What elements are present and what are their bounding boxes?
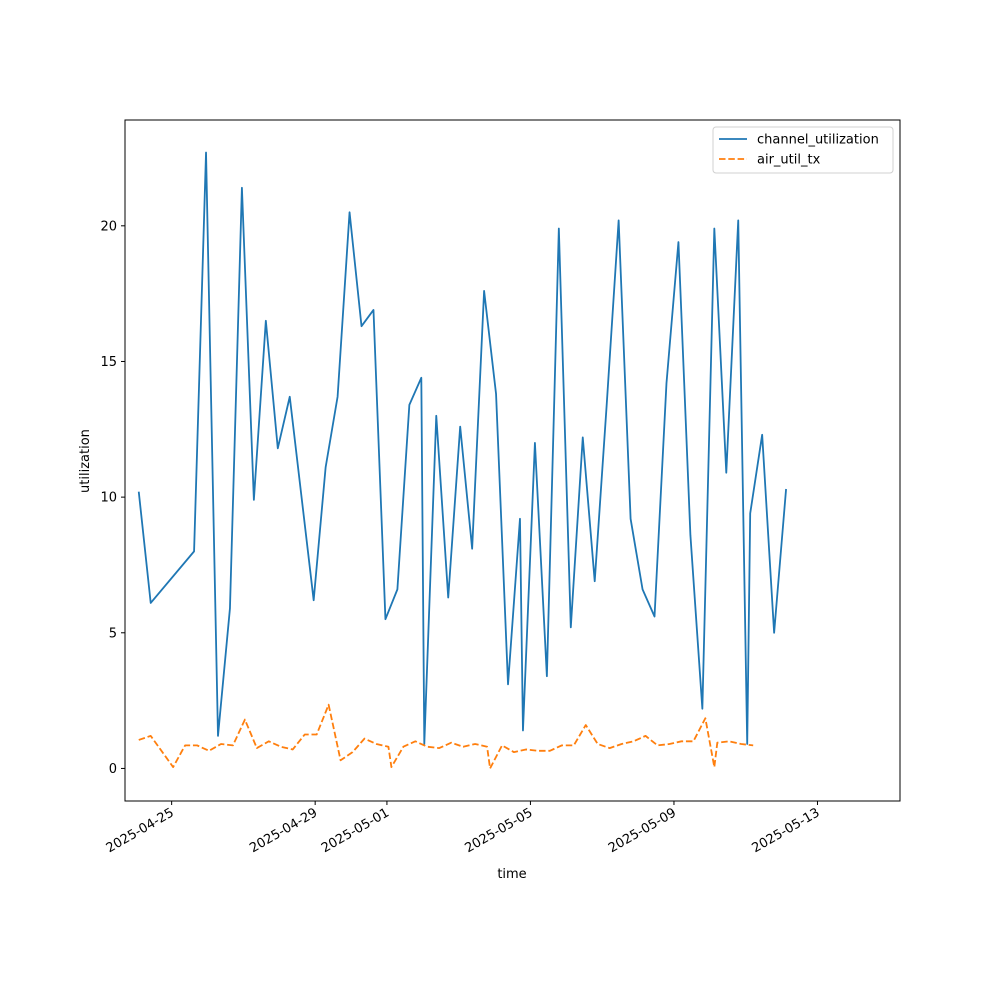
legend-box [712, 126, 894, 174]
x-axis-title: time [497, 867, 526, 882]
legend-label-air-util-tx: air_util_tx [757, 153, 821, 168]
y-axis-title: utilization [78, 429, 93, 493]
plot-area [137, 151, 787, 770]
y-tick-label: 0 [109, 762, 117, 777]
legend-label-channel-utilization: channel_utilization [757, 133, 879, 148]
series-line-channel-utilization [137, 151, 787, 745]
y-axis: 0 5 10 15 20 [100, 219, 125, 777]
y-tick-label: 15 [100, 355, 117, 370]
legend: channel_utilization air_util_tx [712, 126, 894, 174]
plot-frame [124, 119, 901, 802]
series-line-air-util-tx [138, 703, 754, 770]
y-tick-label: 5 [109, 626, 117, 641]
y-tick-label: 20 [100, 219, 117, 234]
y-tick-label: 10 [100, 491, 117, 506]
